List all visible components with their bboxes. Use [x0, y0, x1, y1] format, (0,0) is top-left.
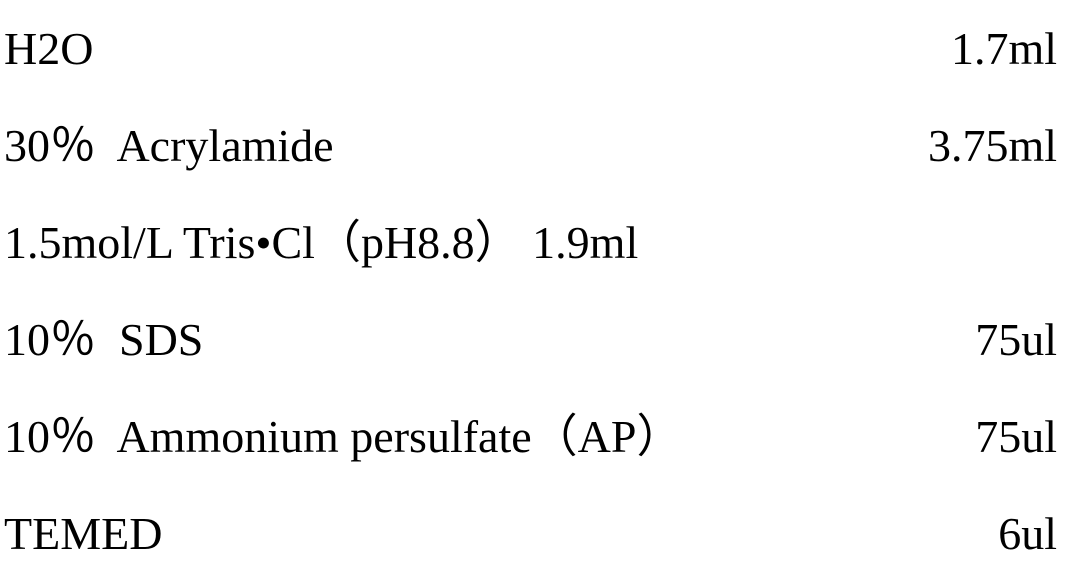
reagent-label: H2O: [4, 0, 93, 97]
table-row: 30％ Acrylamide 3.75ml: [0, 97, 1069, 194]
reagent-label: 10％ SDS: [4, 291, 203, 388]
reagent-amount: 75ul: [975, 291, 1057, 388]
table-row: H2O 1.7ml: [0, 0, 1069, 97]
table-row: 10％ Ammonium persulfate（AP） 75ul: [0, 388, 1069, 485]
table-row: 10％ SDS 75ul: [0, 291, 1069, 388]
reagent-amount: 75ul: [975, 388, 1057, 485]
reagent-amount: 6ul: [998, 485, 1057, 582]
reagent-label: 30％ Acrylamide: [4, 97, 334, 194]
reagent-amount: 3.75ml: [928, 97, 1057, 194]
reagent-label: TEMED: [4, 485, 162, 582]
table-row: 1.5mol/L Tris•Cl（pH8.8） 1.9ml: [0, 194, 1069, 291]
reagent-label: 10％ Ammonium persulfate（AP）: [4, 388, 682, 485]
table-row: TEMED 6ul: [0, 485, 1069, 582]
reagent-recipe: H2O 1.7ml 30％ Acrylamide 3.75ml 1.5mol/L…: [0, 0, 1069, 584]
reagent-label: 1.5mol/L Tris•Cl（pH8.8） 1.9ml: [4, 194, 638, 291]
reagent-amount: 1.7ml: [951, 0, 1057, 97]
